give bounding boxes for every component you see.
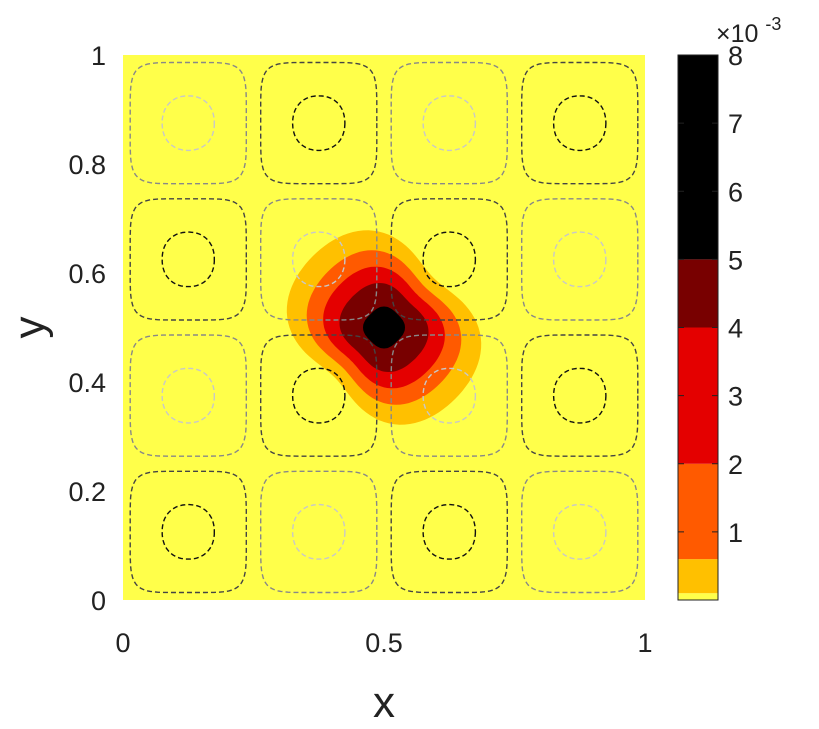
dark-cell-outer-contour xyxy=(390,470,508,594)
colorbar-segment xyxy=(678,327,718,464)
dark-cell-inner-contour xyxy=(422,231,477,288)
y-tick-label: 0.4 xyxy=(68,368,106,398)
light-cell-outer-contour xyxy=(129,61,247,185)
dark-cell-inner-contour xyxy=(422,503,477,560)
y-tick-label: 0.2 xyxy=(68,477,106,507)
light-cell-inner-contour xyxy=(161,367,215,424)
x-tick-label: 1 xyxy=(637,628,652,658)
x-tick-label: 0.5 xyxy=(365,628,403,658)
light-cell-inner-contour xyxy=(422,95,477,152)
x-tick-labels: 0 0.5 1 xyxy=(115,628,652,658)
dark-cell-inner-contour xyxy=(161,231,215,288)
x-tick-label: 0 xyxy=(115,628,130,658)
colorbar-tick-label: 4 xyxy=(728,314,743,344)
dark-cell-outer-contour xyxy=(521,334,639,457)
colorbar-tick-label: 2 xyxy=(728,450,743,480)
light-cell-outer-contour xyxy=(521,198,639,321)
colorbar-multiplier-exponent: -3 xyxy=(765,14,781,34)
dark-cell-outer-contour xyxy=(390,198,508,321)
light-cell-inner-contour xyxy=(291,231,346,288)
dark-cell-inner-contour xyxy=(552,367,607,424)
x-axis-label: x xyxy=(373,678,395,727)
colorbar-tick-labels: 1 2 3 4 5 6 7 8 xyxy=(678,41,743,548)
colorbar-segment xyxy=(678,463,718,560)
light-cell-outer-contour xyxy=(390,334,508,457)
colorbar-multiplier-base: ×10 xyxy=(716,20,758,48)
colorbar-tick-label: 1 xyxy=(728,518,743,548)
y-tick-label: 1 xyxy=(91,41,106,71)
light-cell-outer-contour xyxy=(390,61,508,185)
colorbar-tick-label: 6 xyxy=(728,177,743,207)
colorbar-multiplier: ×10 -3 xyxy=(716,14,781,48)
dark-cell-outer-contour xyxy=(260,334,378,457)
filled-contour-blob xyxy=(286,230,482,425)
y-tick-label: 0.8 xyxy=(68,150,106,180)
dark-cell-inner-contour xyxy=(161,503,215,560)
light-cell-inner-contour xyxy=(552,231,607,288)
dark-cell-outer-contour xyxy=(129,470,247,594)
light-cell-outer-contour xyxy=(260,470,378,594)
dark-cell-outer-contour xyxy=(260,61,378,185)
light-cell-inner-contour xyxy=(291,503,346,560)
light-cell-outer-contour xyxy=(129,334,247,457)
colorbar-tick-label: 7 xyxy=(728,109,743,139)
dark-cell-inner-contour xyxy=(552,95,607,152)
colorbar-segment xyxy=(678,559,718,594)
dark-cell-outer-contour xyxy=(129,198,247,321)
y-axis-label: y xyxy=(5,317,54,339)
dashed-contour-lines xyxy=(129,61,639,594)
colorbar-segment xyxy=(678,259,718,328)
dark-cell-inner-contour xyxy=(291,367,346,424)
colorbar-segment xyxy=(678,55,718,260)
y-tick-labels: 0 0.2 0.4 0.6 0.8 1 xyxy=(68,41,106,616)
light-cell-outer-contour xyxy=(521,470,639,594)
light-cell-outer-contour xyxy=(260,198,378,321)
y-tick-label: 0 xyxy=(91,586,106,616)
colorbar-segment xyxy=(678,593,718,600)
light-cell-inner-contour xyxy=(552,503,607,560)
dark-cell-inner-contour xyxy=(291,95,346,152)
blob-level-5 xyxy=(363,306,405,349)
y-tick-label: 0.6 xyxy=(68,259,106,289)
colorbar-tick-label: 3 xyxy=(728,382,743,412)
light-cell-inner-contour xyxy=(422,367,477,424)
colorbar-tick-label: 8 xyxy=(728,41,743,71)
colorbar-tick-label: 5 xyxy=(728,245,743,275)
dark-cell-outer-contour xyxy=(521,61,639,185)
light-cell-inner-contour xyxy=(161,95,215,152)
